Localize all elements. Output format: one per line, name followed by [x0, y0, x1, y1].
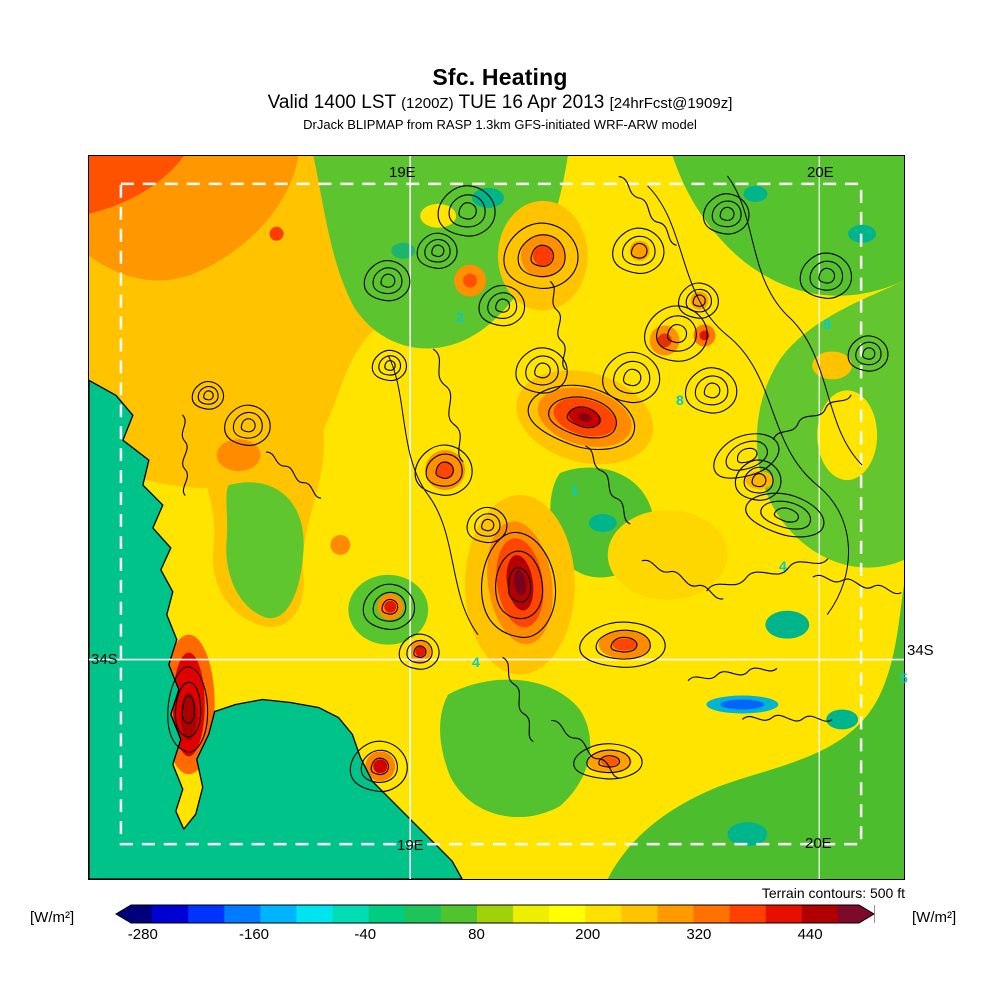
valid-time-line: Valid 1400 LST (1200Z) TUE 16 Apr 2013 [… [0, 92, 1000, 114]
colorbar-tick: 80 [468, 926, 485, 943]
colorbar-tick: -40 [354, 926, 377, 943]
model-line: DrJack BLIPMAP from RASP 1.3km GFS-initi… [303, 117, 697, 132]
ocean [89, 379, 463, 879]
valid-prefix: Valid 1400 LST [267, 92, 396, 113]
colorbar [115, 904, 875, 924]
colorbar-svg [115, 904, 875, 924]
colorbar-tick: -280 [127, 926, 158, 943]
header: Sfc. Heating Valid 1400 LST (1200Z) TUE … [0, 64, 1000, 132]
colorbar-ticks: -280 -160 -40 80 200 320 440 [115, 926, 875, 944]
grid-label: 34S [907, 642, 934, 659]
terrain-contour-note: Terrain contours: 500 ft [761, 885, 905, 901]
colorbar-tick: 200 [575, 926, 601, 943]
colorbar-tick: 320 [686, 926, 712, 943]
colorbar-tick: -160 [239, 926, 270, 943]
units-label-left: [W/m²] [30, 909, 75, 926]
terrain-contours [166, 173, 903, 793]
units-label-right: [W/m²] [912, 909, 957, 926]
forecast-cycle: [24hrFcst@1909z] [609, 95, 733, 112]
valid-zulu: (1200Z) [401, 95, 454, 112]
valid-date: TUE 16 Apr 2013 [458, 92, 605, 113]
heating-map-svg [89, 156, 904, 879]
plot-title: Sfc. Heating [432, 64, 568, 90]
colorbar-tick: 440 [797, 926, 823, 943]
